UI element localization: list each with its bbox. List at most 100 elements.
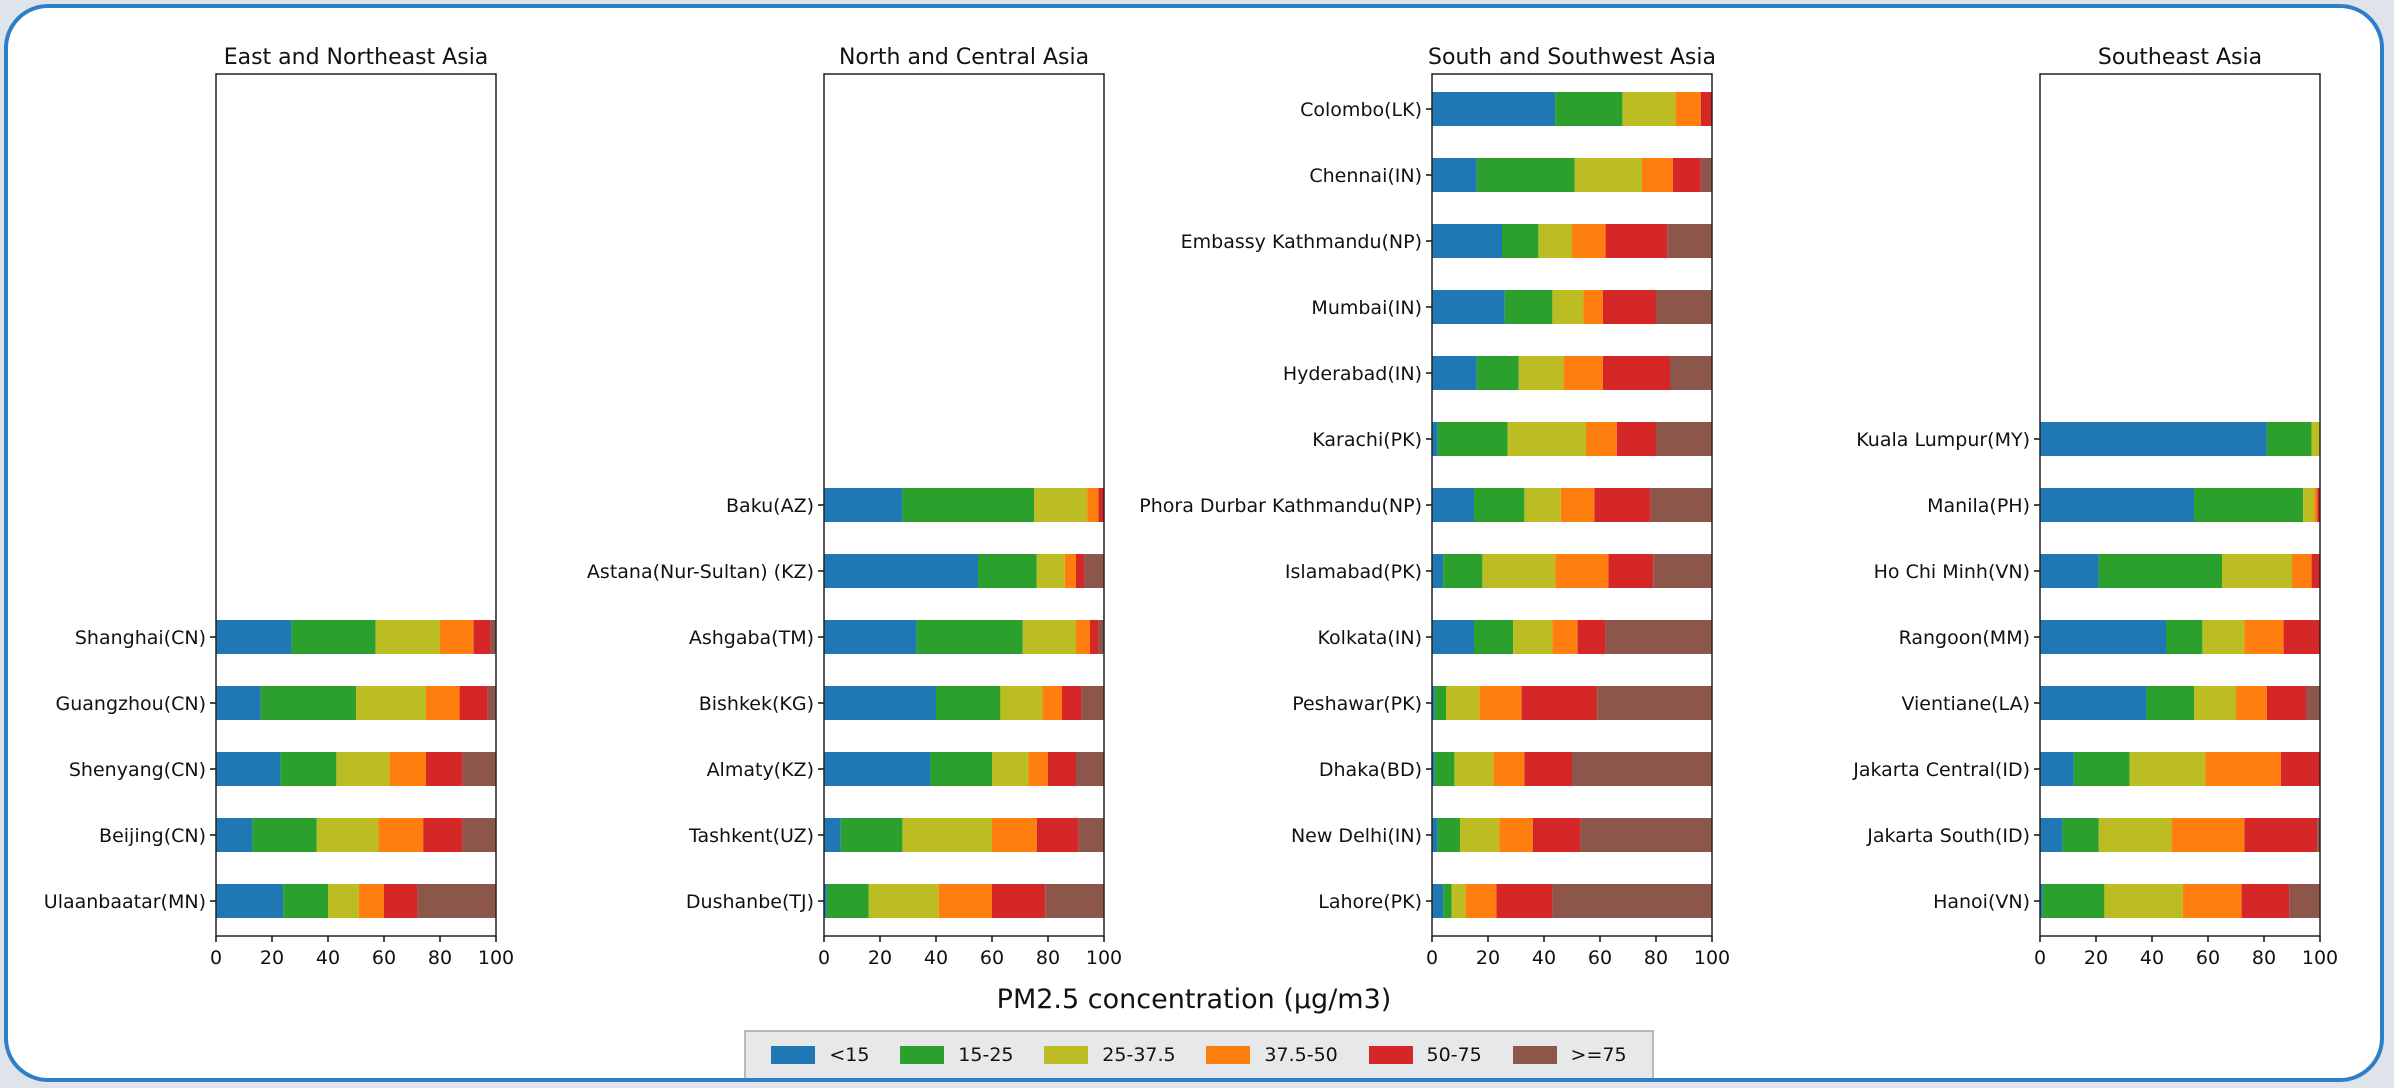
panel-title: North and Central Asia bbox=[839, 45, 1089, 70]
category-label: Ulaanbaatar(MN) bbox=[44, 891, 206, 913]
category-label: Guangzhou(CN) bbox=[56, 693, 207, 715]
bar-segment bbox=[2303, 488, 2315, 522]
bar-segment bbox=[1586, 422, 1617, 456]
x-tick-label: 40 bbox=[1532, 947, 1556, 969]
category-label: Astana(Nur-Sultan) (KZ) bbox=[587, 561, 814, 583]
bar-segment bbox=[1552, 884, 1712, 918]
legend-item: 25-37.5 bbox=[1044, 1044, 1176, 1066]
bar-segment bbox=[417, 884, 496, 918]
bar-segment bbox=[1605, 620, 1712, 654]
bar-segment bbox=[1474, 488, 1525, 522]
bar-segment bbox=[216, 752, 281, 786]
x-tick-label: 40 bbox=[316, 947, 340, 969]
category-label: Kuala Lumpur(MY) bbox=[1856, 429, 2030, 451]
bar-segment bbox=[824, 620, 917, 654]
x-tick-label: 100 bbox=[1086, 947, 1122, 969]
bar-segment bbox=[440, 620, 474, 654]
bar-segment bbox=[1622, 92, 1676, 126]
bar-segment bbox=[316, 818, 379, 852]
bar-segment bbox=[2182, 884, 2242, 918]
bar-segment bbox=[1563, 356, 1603, 390]
bar-segment bbox=[1432, 224, 1502, 258]
category-label: Ashgaba(TM) bbox=[689, 627, 814, 649]
bar-segment bbox=[2222, 554, 2292, 588]
category-label: Peshawar(PK) bbox=[1292, 693, 1422, 715]
category-label: New Delhi(IN) bbox=[1291, 825, 1422, 847]
panel-2: North and Central Asia Dushanbe(TJ) Tashke… bbox=[587, 45, 1122, 969]
category-label: Baku(AZ) bbox=[726, 495, 814, 517]
category-label: Dhaka(BD) bbox=[1319, 759, 1422, 781]
bar-segment bbox=[1538, 224, 1572, 258]
category-label: Bishkek(KG) bbox=[699, 693, 814, 715]
bar-segment bbox=[2241, 884, 2290, 918]
category-label: Shanghai(CN) bbox=[75, 627, 206, 649]
bar-segment bbox=[1036, 554, 1065, 588]
bar-segment bbox=[1434, 686, 1446, 720]
bar-segment bbox=[1476, 158, 1575, 192]
bar-segment bbox=[1507, 422, 1586, 456]
bar-segment bbox=[1076, 554, 1085, 588]
category-label: Phora Durbar Kathmandu(NP) bbox=[1139, 495, 1422, 517]
bar-segment bbox=[2098, 554, 2222, 588]
x-tick-label: 60 bbox=[1588, 947, 1612, 969]
bar-segment bbox=[1432, 422, 1438, 456]
bar-segment bbox=[216, 818, 253, 852]
bar-segment bbox=[1062, 686, 1082, 720]
legend-item: 50-75 bbox=[1368, 1044, 1482, 1066]
bar-segment bbox=[1432, 620, 1474, 654]
bar-segment bbox=[283, 884, 328, 918]
category-label: Hyderabad(IN) bbox=[1283, 363, 1422, 385]
x-tick-label: 20 bbox=[260, 947, 284, 969]
category-label: Lahore(PK) bbox=[1318, 891, 1422, 913]
bar-segment bbox=[1454, 752, 1494, 786]
category-label: Jakarta Central(ID) bbox=[1852, 759, 2030, 781]
x-tick-label: 100 bbox=[1694, 947, 1730, 969]
bar-segment bbox=[1042, 686, 1062, 720]
bar-segment bbox=[1432, 752, 1435, 786]
bar-segment bbox=[2042, 884, 2105, 918]
bar-segment bbox=[2306, 686, 2320, 720]
chart-canvas: East and Northeast Asia Ulaanbaatar(MN) Be… bbox=[44, 45, 2338, 969]
bar-segment bbox=[1499, 818, 1533, 852]
bar-segment bbox=[291, 620, 376, 654]
x-tick-label: 60 bbox=[980, 947, 1004, 969]
category-label: Islamabad(PK) bbox=[1285, 561, 1422, 583]
bar-segment bbox=[1653, 554, 1712, 588]
bar-segment bbox=[1432, 488, 1474, 522]
bar-segment bbox=[1443, 554, 1483, 588]
bar-segment bbox=[487, 686, 496, 720]
bar-segment bbox=[328, 884, 359, 918]
bar-segment bbox=[2104, 884, 2183, 918]
plot-frame bbox=[215, 73, 497, 937]
x-tick-label: 40 bbox=[2140, 947, 2164, 969]
panel-3: South and Southwest Asia Lahore(PK) New De… bbox=[1139, 45, 1730, 969]
bar-segment bbox=[824, 488, 903, 522]
bar-segment bbox=[2194, 686, 2236, 720]
bar-segment bbox=[1437, 818, 1460, 852]
legend-item: >=75 bbox=[1512, 1044, 1627, 1066]
bar-segment bbox=[1048, 752, 1076, 786]
bar-segment bbox=[978, 554, 1037, 588]
x-tick-label: 60 bbox=[2196, 947, 2220, 969]
bar-segment bbox=[1078, 818, 1104, 852]
bar-segment bbox=[902, 818, 992, 852]
category-label: Embassy Kathmandu(NP) bbox=[1181, 231, 1422, 253]
bar-segment bbox=[1432, 92, 1556, 126]
panel-title: Southeast Asia bbox=[2098, 45, 2262, 70]
bar-segment bbox=[1597, 686, 1712, 720]
bar-segment bbox=[1521, 686, 1598, 720]
bar-segment bbox=[1045, 884, 1104, 918]
category-label: Shenyang(CN) bbox=[69, 759, 206, 781]
bar-segment bbox=[2317, 488, 2320, 522]
bar-segment bbox=[2311, 422, 2320, 456]
bar-segment bbox=[1560, 488, 1595, 522]
bar-segment bbox=[426, 752, 463, 786]
category-label: Chennai(IN) bbox=[1309, 165, 1422, 187]
bar-segment bbox=[2098, 818, 2172, 852]
bar-segment bbox=[459, 686, 488, 720]
bar-segment bbox=[2236, 686, 2267, 720]
bar-segment bbox=[1496, 884, 1553, 918]
bar-segment bbox=[2073, 752, 2130, 786]
bar-segment bbox=[840, 818, 903, 852]
category-label: Jakarta South(ID) bbox=[1866, 825, 2030, 847]
